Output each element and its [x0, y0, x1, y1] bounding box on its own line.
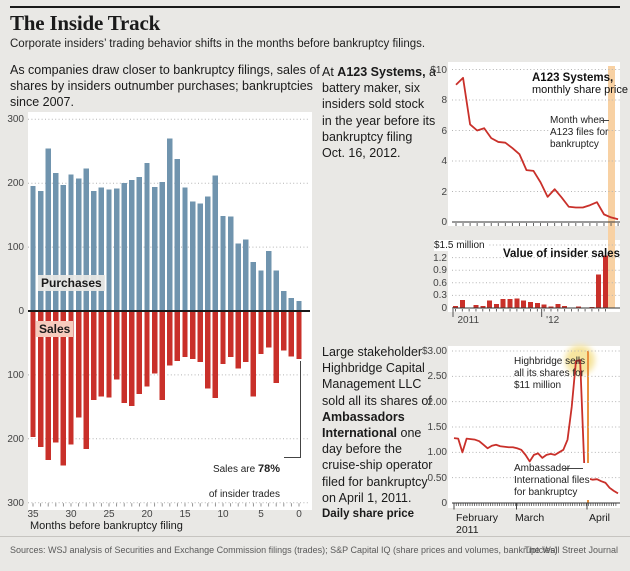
a123-note: At A123 Systems, a battery maker, six in…: [322, 64, 436, 161]
a123-share-price-chart: [452, 69, 620, 226]
y-axis-tick-label: 1.00: [427, 447, 447, 459]
y-axis-tick-label: $10: [430, 64, 447, 76]
ambassador-annotation-connector: [563, 468, 583, 469]
a123-band-annotation: Month when A123 files for bankruptcy: [550, 115, 609, 152]
page-subtitle: Corporate insiders’ trading behavior shi…: [10, 38, 426, 50]
y-axis-tick-label: 0.50: [427, 472, 447, 484]
a123-annotation-connector: [601, 120, 609, 121]
highbridge-note-rest: one day before the cruise-ship operator …: [322, 426, 433, 505]
sales-series-label: Sales: [36, 321, 74, 337]
y-axis-tick-label: 0: [441, 217, 447, 228]
ambassador-files-annotation: Ambassador International files for bankr…: [514, 463, 590, 500]
footer-credit: The Wall Street Journal: [524, 545, 618, 555]
y-axis-tick-label: 0: [441, 498, 447, 509]
x-axis-tick-label: 30: [65, 509, 77, 520]
insider-sales-top-ylabel: $1.5 million: [434, 240, 487, 251]
insider-sales-chart-title: Value of insider sales: [503, 248, 620, 260]
y-axis-tick-label: 0: [441, 303, 447, 314]
x-axis-tick-label: 15: [179, 509, 191, 520]
highbridge-note: Large stakeholder Highbridge Capital Man…: [322, 344, 442, 506]
footer-rule: [0, 536, 630, 537]
y-axis-tick-label: 1.50: [427, 421, 447, 433]
y-axis-tick-label: $3.00: [421, 345, 447, 357]
x-axis-tick-label: 35: [27, 509, 39, 520]
y-axis-tick-label: 200: [7, 433, 24, 445]
y-axis-tick-label: 100: [7, 242, 24, 254]
top-rule: [10, 6, 620, 8]
sales-share-annotation: Sales are 78% of insider trades: [180, 451, 280, 501]
x-axis-tick-label: 20: [141, 509, 153, 520]
annotation-connector-vertical: [300, 361, 301, 458]
y-axis-tick-label: 1.2: [433, 252, 447, 264]
insider-sales-chart-panel: [448, 240, 620, 312]
intro-text: As companies draw closer to bankruptcy f…: [10, 63, 320, 110]
x-axis-tick-label: '12: [546, 315, 560, 326]
x-axis-tick-label: 10: [217, 509, 229, 520]
y-axis-tick-label: 2.00: [427, 396, 447, 408]
month-label-march: March: [515, 512, 545, 524]
highbridge-note-company: Ambassadors International: [322, 409, 405, 441]
sales-share-annotation-text: Sales are: [212, 464, 258, 476]
sales-share-annotation-line2: of insider trades: [208, 488, 280, 500]
month-label-april: April: [589, 512, 611, 524]
insider-sales-bars: [453, 255, 609, 308]
sales-bars: [30, 311, 302, 466]
page-title: The Inside Track: [10, 11, 161, 35]
purchases-bars: [30, 138, 302, 311]
y-axis-tick-label: 8: [441, 95, 447, 106]
a123-note-company: A123 Systems,: [337, 65, 426, 79]
y-axis-tick-label: 300: [7, 114, 24, 126]
a123-note-rest: a battery maker, six insiders sold stock…: [322, 65, 436, 161]
highbridge-note-prefix: Large stakeholder Highbridge Capital Man…: [322, 345, 432, 408]
y-axis-tick-label: 6: [441, 125, 447, 137]
x-axis-title: Months before bankruptcy filing: [30, 520, 183, 532]
y-axis-tick-label: 100: [7, 369, 24, 381]
a123-note-prefix: At: [322, 65, 338, 79]
y-axis-tick-label: 300: [7, 497, 24, 509]
y-axis-tick-label: 2: [441, 186, 447, 198]
sales-share-annotation-value: 78%: [257, 463, 280, 476]
ambassadors-price-line: [453, 359, 619, 495]
highbridge-sells-annotation: Highbridge sells all its shares for $11 …: [514, 356, 586, 392]
bankruptcy-month-band: [608, 66, 615, 308]
y-axis-tick-label: 0: [18, 306, 24, 317]
year-label-2011: 2011: [456, 524, 479, 536]
a123-chart-title-line1: A123 Systems,: [532, 72, 614, 84]
y-axis-tick-label: 0.6: [433, 277, 447, 289]
purchases-series-label: Purchases: [38, 275, 105, 291]
y-axis-tick-label: 0.3: [433, 290, 447, 302]
y-axis-tick-label: 2.50: [427, 371, 447, 383]
a123-chart-title: A123 Systems, monthly share price: [532, 72, 628, 96]
x-axis-tick-label: 25: [103, 509, 115, 520]
x-axis-tick-label: 5: [258, 509, 264, 520]
a123-chart-title-line2: monthly share price: [532, 84, 628, 96]
y-axis-tick-label: 0.9: [433, 265, 447, 277]
annotation-connector-horizontal: [284, 457, 301, 458]
daily-share-price-caption: Daily share price: [322, 508, 415, 520]
x-axis-tick-label: 0: [296, 509, 302, 520]
a123-price-line: [455, 76, 619, 221]
y-axis-tick-label: 200: [7, 178, 24, 190]
purchases-sales-chart: [28, 118, 310, 507]
x-axis-tick-label: 2011: [457, 315, 480, 326]
footer-sources: Sources: WSJ analysis of Securities and …: [10, 545, 558, 555]
ambassadors-share-price-chart: [452, 350, 620, 510]
y-axis-tick-label: 4: [441, 156, 447, 167]
month-label-february: February: [456, 512, 499, 524]
